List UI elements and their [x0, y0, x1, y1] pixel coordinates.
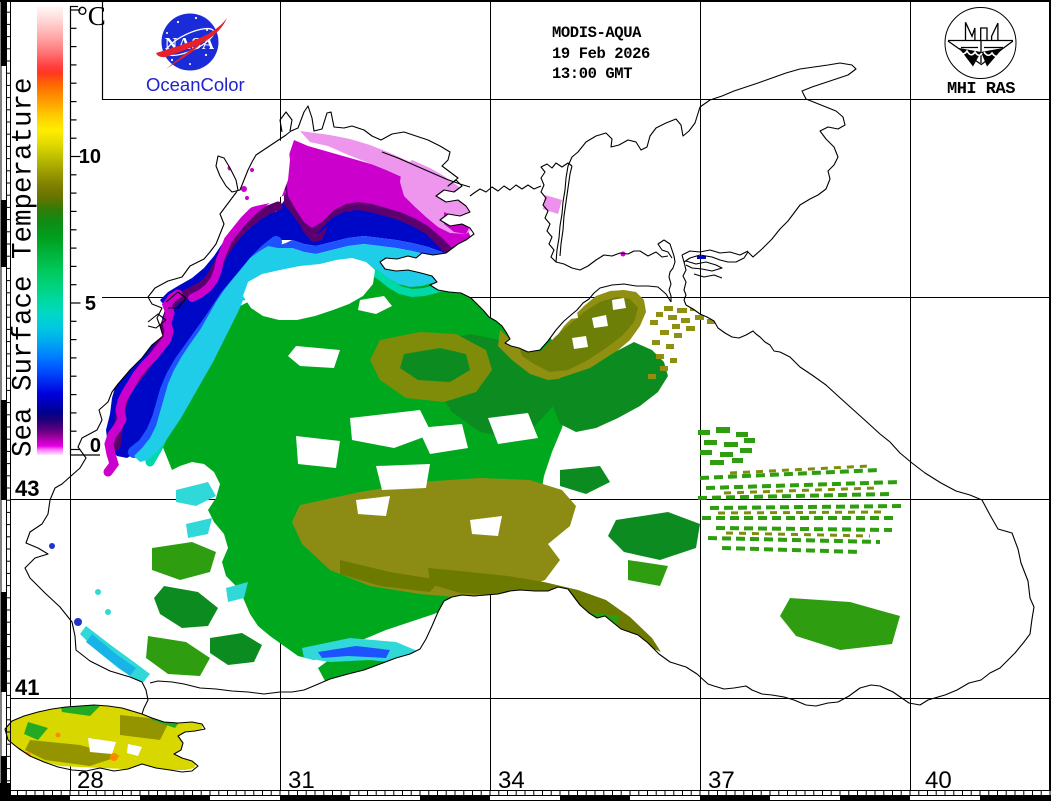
svg-text:19 Feb 2026: 19 Feb 2026	[552, 45, 650, 63]
svg-text:43: 43	[15, 476, 39, 501]
svg-text:OceanColor: OceanColor	[146, 74, 245, 95]
svg-text:40: 40	[925, 767, 952, 794]
svg-text:13:00 GMT: 13:00 GMT	[552, 65, 632, 83]
svg-text:0: 0	[90, 435, 101, 457]
svg-text:31: 31	[288, 767, 315, 794]
svg-text:°C: °C	[77, 1, 106, 31]
svg-text:41: 41	[15, 675, 39, 700]
svg-text:MHI RAS: MHI RAS	[947, 80, 1015, 99]
svg-text:37: 37	[708, 767, 735, 794]
svg-text:Sea Surface Temperature: Sea Surface Temperature	[9, 77, 40, 457]
svg-text:28: 28	[77, 767, 104, 794]
svg-text:MODIS-AQUA: MODIS-AQUA	[552, 24, 642, 42]
svg-text:10: 10	[79, 146, 101, 168]
svg-text:34: 34	[498, 767, 525, 794]
svg-text:5: 5	[85, 293, 96, 315]
